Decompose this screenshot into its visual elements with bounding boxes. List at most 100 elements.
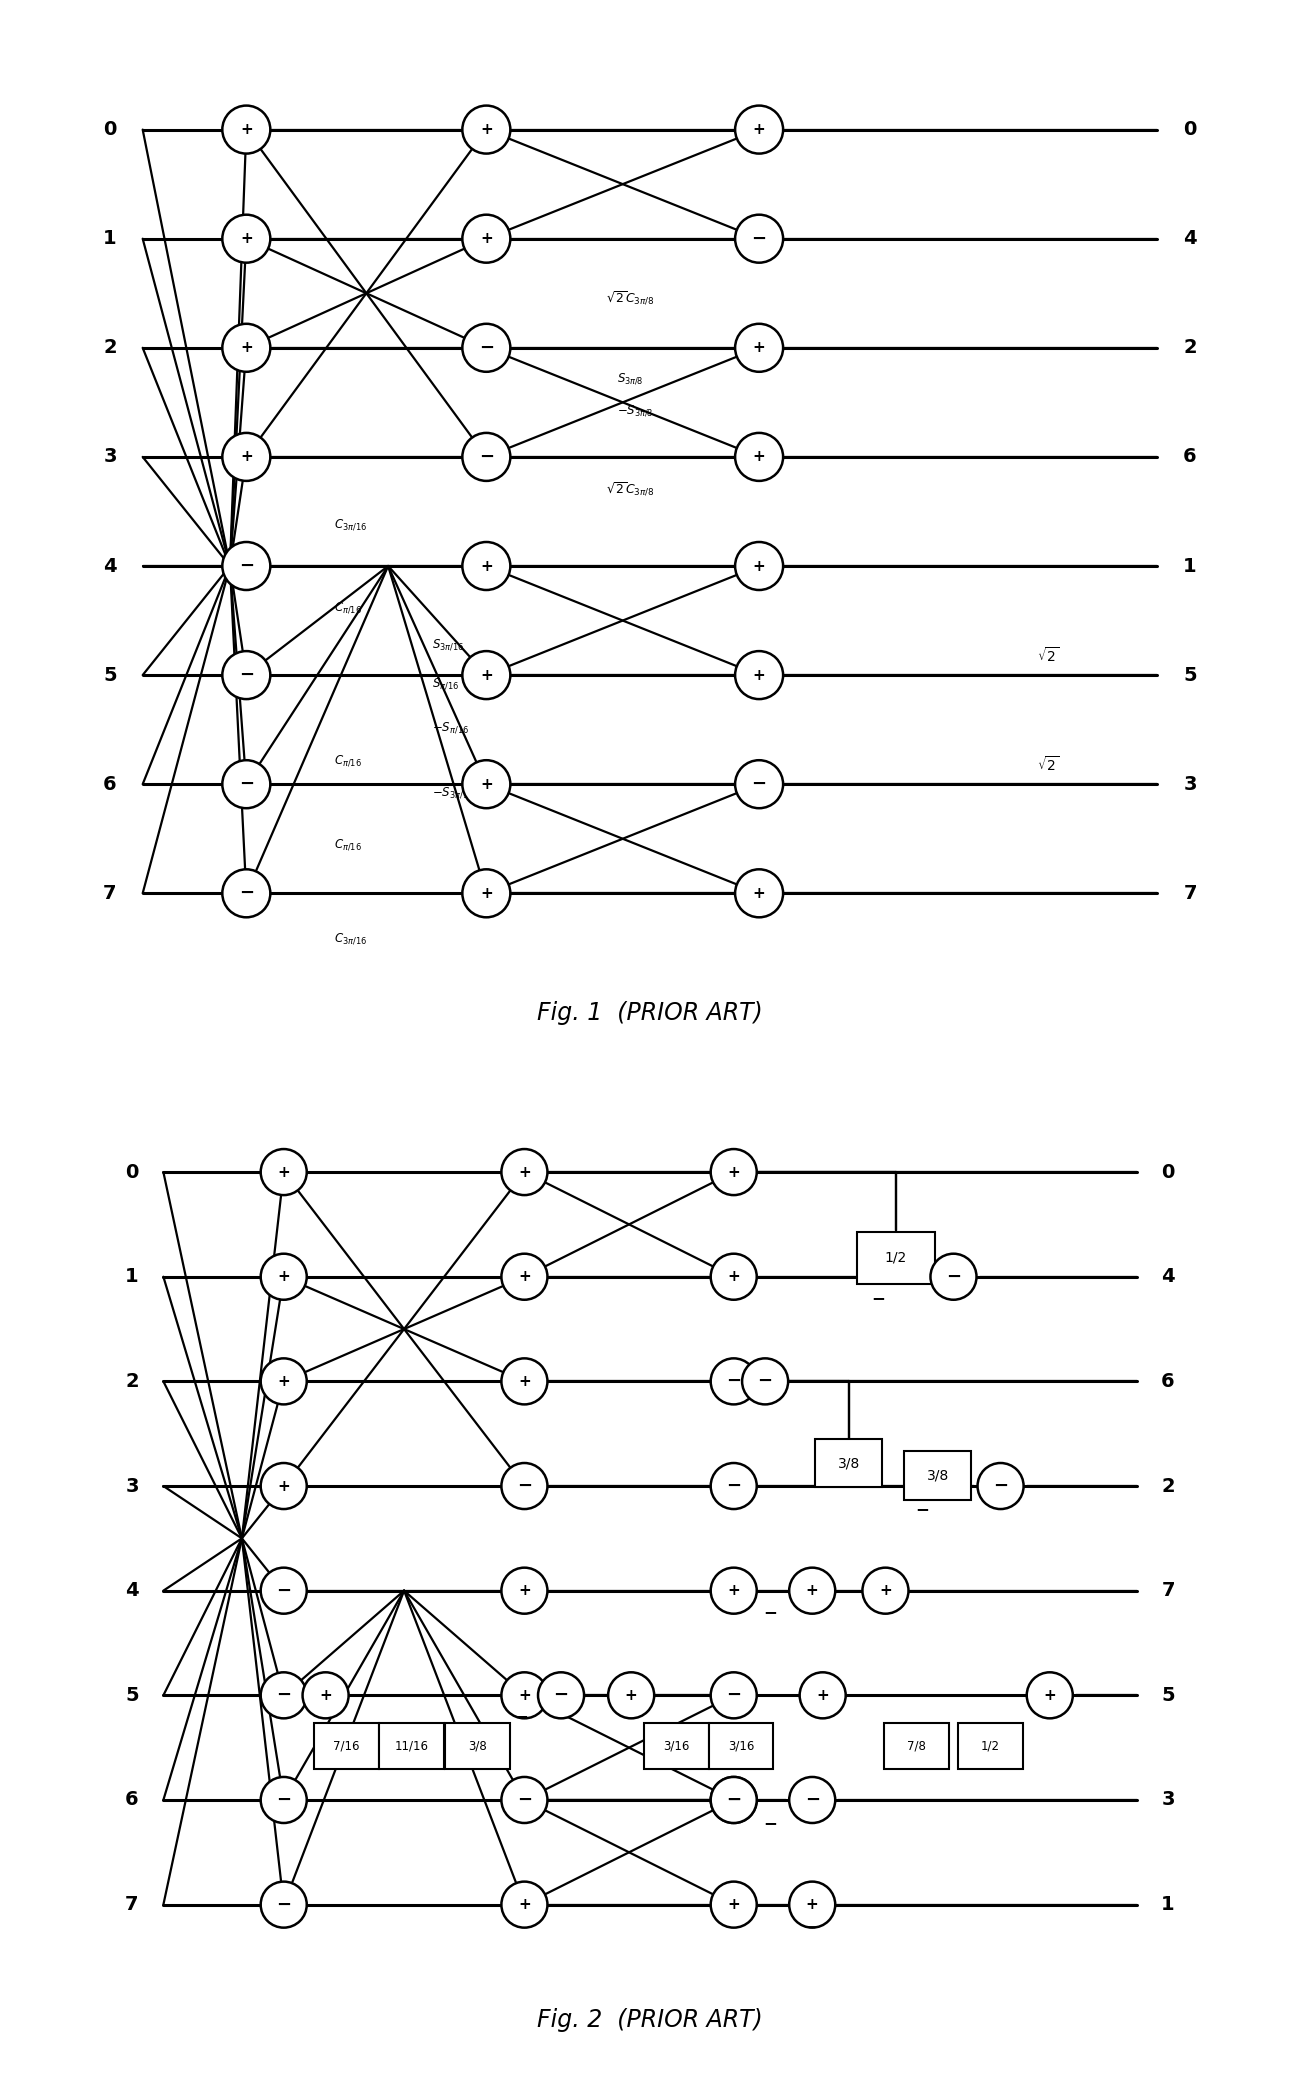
Circle shape bbox=[502, 1672, 547, 1718]
Circle shape bbox=[463, 760, 511, 808]
Text: +: + bbox=[480, 777, 493, 791]
FancyBboxPatch shape bbox=[644, 1723, 708, 1769]
Text: 6: 6 bbox=[1183, 448, 1197, 467]
Text: 1: 1 bbox=[125, 1266, 139, 1287]
Text: −: − bbox=[915, 1501, 930, 1517]
Text: 2: 2 bbox=[125, 1371, 139, 1392]
Text: −: − bbox=[763, 1603, 777, 1620]
Circle shape bbox=[502, 1568, 547, 1614]
Text: −: − bbox=[727, 1687, 741, 1704]
Text: −: − bbox=[758, 1373, 772, 1390]
Text: −: − bbox=[727, 1373, 741, 1390]
Text: +: + bbox=[753, 450, 766, 465]
Text: +: + bbox=[277, 1164, 290, 1180]
Circle shape bbox=[222, 105, 270, 153]
Text: +: + bbox=[277, 1478, 290, 1494]
Text: 3/8: 3/8 bbox=[837, 1457, 861, 1469]
Text: +: + bbox=[727, 1582, 740, 1599]
Text: 5: 5 bbox=[103, 666, 117, 684]
Circle shape bbox=[711, 1882, 757, 1928]
Text: 6: 6 bbox=[1161, 1371, 1175, 1392]
Circle shape bbox=[1027, 1672, 1072, 1718]
Text: +: + bbox=[240, 341, 252, 356]
Text: $-S_{3\pi/16}$: $-S_{3\pi/16}$ bbox=[432, 785, 474, 800]
Text: +: + bbox=[517, 1896, 530, 1913]
Text: −: − bbox=[276, 1687, 291, 1704]
Circle shape bbox=[502, 1254, 547, 1300]
Text: +: + bbox=[753, 668, 766, 682]
Circle shape bbox=[261, 1463, 307, 1509]
Text: 3/16: 3/16 bbox=[663, 1739, 689, 1752]
Circle shape bbox=[222, 542, 270, 590]
FancyBboxPatch shape bbox=[884, 1723, 949, 1769]
Text: +: + bbox=[753, 341, 766, 356]
Circle shape bbox=[789, 1882, 835, 1928]
Text: 4: 4 bbox=[103, 557, 117, 576]
Text: −: − bbox=[806, 1919, 819, 1936]
Text: +: + bbox=[806, 1582, 819, 1599]
Text: −: − bbox=[871, 1289, 885, 1306]
Circle shape bbox=[742, 1358, 788, 1404]
Text: 3/8: 3/8 bbox=[468, 1739, 486, 1752]
Text: +: + bbox=[517, 1268, 530, 1285]
Text: 7/8: 7/8 bbox=[907, 1739, 927, 1752]
Text: +: + bbox=[727, 1268, 740, 1285]
Text: +: + bbox=[240, 450, 252, 465]
Circle shape bbox=[463, 869, 511, 917]
Circle shape bbox=[502, 1149, 547, 1195]
Text: 1/2: 1/2 bbox=[980, 1739, 1000, 1752]
FancyBboxPatch shape bbox=[708, 1723, 773, 1769]
FancyBboxPatch shape bbox=[815, 1440, 883, 1486]
Text: $\sqrt{2}C_{3\pi/8}$: $\sqrt{2}C_{3\pi/8}$ bbox=[606, 291, 654, 308]
Text: $-S_{\pi/16}$: $-S_{\pi/16}$ bbox=[432, 720, 469, 735]
Circle shape bbox=[734, 433, 783, 481]
Circle shape bbox=[502, 1777, 547, 1823]
Text: −: − bbox=[478, 339, 494, 356]
Text: $S_{3\pi/8}$: $S_{3\pi/8}$ bbox=[618, 370, 644, 385]
Text: $\sqrt{2}C_{3\pi/8}$: $\sqrt{2}C_{3\pi/8}$ bbox=[606, 481, 654, 498]
Text: +: + bbox=[480, 559, 493, 573]
Circle shape bbox=[222, 216, 270, 264]
Circle shape bbox=[261, 1358, 307, 1404]
Text: 3: 3 bbox=[1161, 1790, 1175, 1810]
Text: $C_{3\pi/16}$: $C_{3\pi/16}$ bbox=[334, 931, 367, 946]
Circle shape bbox=[538, 1672, 584, 1718]
Text: +: + bbox=[517, 1373, 530, 1390]
Text: +: + bbox=[879, 1582, 892, 1599]
Circle shape bbox=[734, 651, 783, 699]
Text: 5: 5 bbox=[1161, 1685, 1175, 1706]
Text: 1: 1 bbox=[1161, 1894, 1175, 1915]
Circle shape bbox=[502, 1882, 547, 1928]
Text: 2: 2 bbox=[1183, 339, 1197, 358]
Text: +: + bbox=[517, 1582, 530, 1599]
Text: −: − bbox=[239, 666, 254, 684]
Text: Fig. 2  (PRIOR ART): Fig. 2 (PRIOR ART) bbox=[537, 2007, 763, 2032]
Circle shape bbox=[303, 1672, 348, 1718]
Text: +: + bbox=[753, 885, 766, 900]
Text: 3: 3 bbox=[103, 448, 117, 467]
Circle shape bbox=[608, 1672, 654, 1718]
Circle shape bbox=[261, 1254, 307, 1300]
Circle shape bbox=[502, 1358, 547, 1404]
Circle shape bbox=[463, 105, 511, 153]
Text: 0: 0 bbox=[103, 119, 117, 138]
Text: −: − bbox=[239, 774, 254, 793]
Circle shape bbox=[463, 651, 511, 699]
Circle shape bbox=[222, 433, 270, 481]
Text: −: − bbox=[751, 230, 767, 247]
Circle shape bbox=[463, 216, 511, 264]
Text: −: − bbox=[276, 1582, 291, 1599]
Circle shape bbox=[222, 651, 270, 699]
Text: 3/16: 3/16 bbox=[728, 1739, 754, 1752]
Text: −: − bbox=[239, 885, 254, 902]
Circle shape bbox=[789, 1568, 835, 1614]
Text: $\sqrt{2}$: $\sqrt{2}$ bbox=[1037, 647, 1060, 666]
Text: −: − bbox=[727, 1792, 741, 1808]
FancyBboxPatch shape bbox=[905, 1453, 971, 1499]
Text: 11/16: 11/16 bbox=[394, 1739, 429, 1752]
Text: −: − bbox=[478, 448, 494, 467]
Text: 7/16: 7/16 bbox=[333, 1739, 360, 1752]
Text: +: + bbox=[480, 121, 493, 136]
Text: 6: 6 bbox=[125, 1790, 139, 1810]
Text: $S_{\pi/16}$: $S_{\pi/16}$ bbox=[432, 676, 459, 691]
